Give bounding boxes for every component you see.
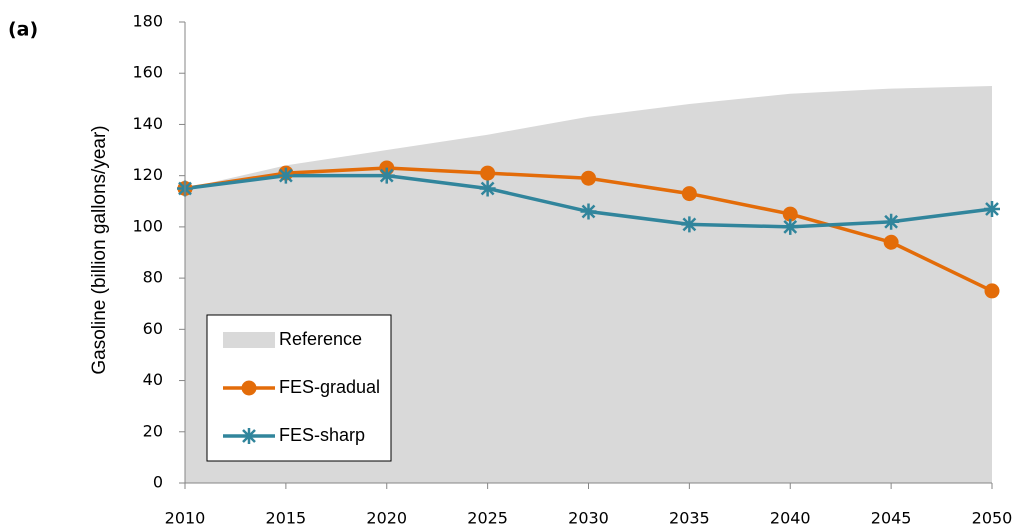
marker [681, 216, 698, 233]
legend: Reference FES-gradual FES-sharp [206, 314, 392, 462]
x-tick-label: 2030 [568, 509, 609, 528]
legend-label: FES-sharp [279, 425, 365, 445]
y-axis-label: Gasoline (billion gallons/year) [89, 125, 110, 374]
marker [782, 218, 799, 235]
marker [883, 234, 899, 250]
marker [378, 167, 395, 184]
x-tick-label: 2045 [871, 509, 912, 528]
x-tick-label: 2035 [669, 509, 710, 528]
marker [277, 167, 294, 184]
marker [883, 213, 900, 230]
marker [984, 200, 1000, 217]
y-tick-label: 60 [143, 319, 163, 338]
x-tick-label: 2025 [467, 509, 508, 528]
x-tick-label: 2050 [972, 509, 1013, 528]
x-tick-label: 2040 [770, 509, 811, 528]
y-tick-label: 0 [153, 473, 163, 492]
y-tick-label: 80 [143, 268, 163, 287]
y-tick-label: 40 [143, 370, 163, 389]
panel-label: (a) [8, 19, 38, 41]
legend-label: FES-gradual [279, 377, 380, 397]
marker [782, 206, 798, 222]
y-tick-label: 100 [132, 216, 163, 235]
legend-marker [241, 428, 257, 444]
y-tick-label: 160 [132, 63, 163, 82]
x-tick-label: 2015 [266, 509, 307, 528]
legend-swatch [223, 332, 275, 348]
marker [681, 186, 697, 202]
legend-label: Reference [279, 329, 362, 349]
legend-marker [241, 380, 257, 396]
marker [581, 170, 596, 186]
y-tick-label: 140 [132, 114, 163, 133]
y-tick-label: 180 [132, 12, 163, 31]
marker [480, 165, 496, 181]
marker [984, 283, 1000, 299]
marker [580, 203, 597, 220]
y-tick-label: 20 [143, 421, 163, 440]
x-tick-label: 2010 [165, 509, 206, 528]
x-tick-label: 2020 [366, 509, 407, 528]
marker [479, 180, 496, 197]
y-tick-label: 120 [132, 165, 163, 184]
